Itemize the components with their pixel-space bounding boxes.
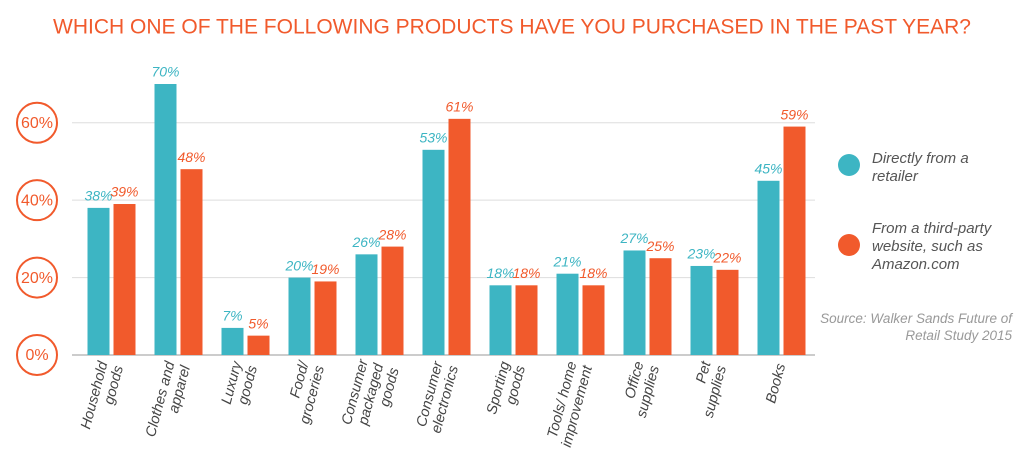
value-label: 59% bbox=[780, 106, 808, 122]
x-tick-label-group: Sportinggoods bbox=[484, 360, 529, 420]
y-tick-circle bbox=[16, 334, 58, 376]
value-label: 23% bbox=[686, 246, 715, 262]
x-tick-label-group: Food/groceries bbox=[281, 358, 328, 426]
x-tick-label: Books bbox=[763, 362, 789, 405]
x-tick-label: Food/groceries bbox=[281, 358, 328, 426]
chart-title: WHICH ONE OF THE FOLLOWING PRODUCTS HAVE… bbox=[53, 16, 971, 39]
value-label: 18% bbox=[486, 265, 514, 281]
bar bbox=[154, 84, 177, 355]
value-label: 48% bbox=[177, 149, 205, 165]
value-label: 18% bbox=[579, 265, 607, 281]
x-tick-label: Tools/ homeimprovement bbox=[543, 359, 596, 449]
value-label: 21% bbox=[552, 253, 581, 269]
bar bbox=[448, 118, 471, 355]
y-tick-label: 60% bbox=[21, 115, 53, 132]
y-tick-label: 20% bbox=[21, 270, 53, 287]
legend-marker bbox=[838, 234, 860, 256]
value-label: 18% bbox=[512, 265, 540, 281]
bar bbox=[314, 281, 337, 355]
value-label: 27% bbox=[619, 230, 648, 246]
bar bbox=[422, 149, 445, 355]
x-tick-label: Consumerpackagedgoods bbox=[339, 357, 403, 435]
legend-label: From a third-party website, such as Amaz… bbox=[872, 220, 992, 273]
x-tick-label: Luxurygoods bbox=[219, 359, 261, 410]
value-label: 70% bbox=[151, 64, 179, 80]
bar bbox=[489, 285, 512, 355]
y-tick-circle bbox=[16, 179, 58, 222]
x-tick-label: Sportinggoods bbox=[484, 360, 529, 420]
value-label: 22% bbox=[712, 250, 741, 266]
bar bbox=[582, 285, 605, 355]
x-tick-label-group: Petsupplies bbox=[685, 359, 730, 420]
bar bbox=[556, 273, 579, 355]
x-tick-label-group: Luxurygoods bbox=[219, 359, 261, 410]
value-label: 5% bbox=[248, 315, 268, 331]
bar bbox=[690, 265, 713, 355]
bar bbox=[87, 207, 110, 355]
x-tick-label: Officesupplies bbox=[618, 360, 663, 420]
x-tick-label: Petsupplies bbox=[685, 359, 730, 420]
x-tick-label-line: Pet bbox=[693, 359, 714, 385]
legend-label: Directly from a retailer bbox=[872, 150, 969, 185]
bar bbox=[180, 169, 203, 355]
bar bbox=[288, 277, 311, 355]
value-label: 20% bbox=[284, 257, 313, 273]
bar bbox=[783, 126, 806, 355]
bar bbox=[515, 285, 538, 355]
value-label: 38% bbox=[84, 188, 112, 204]
value-label: 19% bbox=[311, 261, 339, 277]
bar bbox=[381, 246, 404, 355]
bar bbox=[623, 250, 646, 355]
value-label: 26% bbox=[351, 234, 380, 250]
x-tick-label-group: Officesupplies bbox=[618, 360, 663, 420]
bar bbox=[649, 258, 672, 355]
bar bbox=[221, 327, 244, 355]
value-label: 45% bbox=[754, 160, 782, 176]
value-label: 39% bbox=[110, 184, 138, 200]
x-tick-label-line: Books bbox=[763, 362, 789, 405]
bar bbox=[716, 269, 739, 355]
x-tick-label: Consumerelectronics bbox=[413, 359, 462, 435]
value-label: 25% bbox=[645, 238, 674, 254]
x-tick-label-group: Consumerpackagedgoods bbox=[339, 357, 403, 435]
x-tick-label: Householdgoods bbox=[78, 359, 127, 435]
x-tick-label-group: Books bbox=[763, 362, 789, 405]
bar bbox=[113, 204, 136, 355]
value-label: 61% bbox=[445, 99, 473, 115]
legend-marker bbox=[838, 154, 860, 176]
value-label: 53% bbox=[419, 130, 447, 146]
value-label: 28% bbox=[377, 226, 406, 242]
x-tick-label-group: Consumerelectronics bbox=[413, 359, 462, 435]
y-tick-circle bbox=[16, 256, 58, 299]
y-tick-circle bbox=[16, 101, 58, 144]
value-label: 7% bbox=[222, 308, 242, 324]
bar bbox=[247, 335, 270, 355]
y-tick-label: 0% bbox=[25, 347, 48, 364]
x-tick-label-group: Householdgoods bbox=[78, 359, 127, 435]
x-tick-label: Clothes andapparel bbox=[143, 359, 194, 443]
source: Source: Walker Sands Future of Retail St… bbox=[820, 311, 1012, 343]
bar bbox=[757, 180, 780, 355]
x-tick-label-group: Tools/ homeimprovement bbox=[543, 359, 596, 449]
x-tick-label-group: Clothes andapparel bbox=[143, 359, 194, 443]
y-tick-label: 40% bbox=[21, 192, 53, 209]
bar bbox=[355, 254, 378, 355]
